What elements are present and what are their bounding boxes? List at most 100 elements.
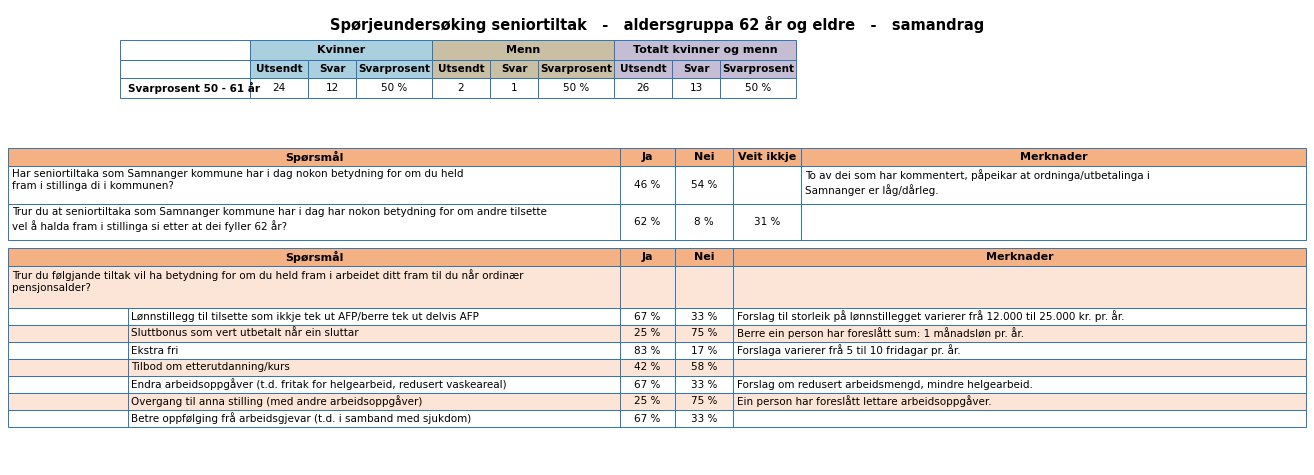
Text: Merknader: Merknader xyxy=(1020,152,1087,162)
Text: 50 %: 50 % xyxy=(745,83,771,93)
Text: Utsendt: Utsendt xyxy=(438,64,485,74)
Text: Utsendt: Utsendt xyxy=(620,64,666,74)
Text: Lønnstillegg til tilsette som ikkje tek ut AFP/berre tek ut delvis AFP: Lønnstillegg til tilsette som ikkje tek … xyxy=(131,312,478,322)
Bar xyxy=(8,376,1306,393)
Text: Har seniortiltaka som Samnanger kommune har i dag nokon betydning for om du held: Har seniortiltaka som Samnanger kommune … xyxy=(12,169,464,191)
Bar xyxy=(720,78,796,98)
Text: Spørsmål: Spørsmål xyxy=(285,151,343,163)
Text: 24: 24 xyxy=(272,83,285,93)
Text: 46 %: 46 % xyxy=(635,180,661,190)
Text: 17 %: 17 % xyxy=(691,345,717,355)
Bar xyxy=(8,393,1306,410)
Text: Trur du følgjande tiltak vil ha betydning for om du held fram i arbeidet ditt fr: Trur du følgjande tiltak vil ha betydnin… xyxy=(12,269,523,293)
Bar xyxy=(614,78,671,98)
Text: Ein person har foreslått lettare arbeidsoppgåver.: Ein person har foreslått lettare arbeids… xyxy=(737,396,992,408)
Text: Endra arbeidsoppgåver (t.d. fritak for helgearbeid, redusert vaskeareal): Endra arbeidsoppgåver (t.d. fritak for h… xyxy=(131,379,507,390)
Text: Ja: Ja xyxy=(641,252,653,262)
Text: 26: 26 xyxy=(636,83,649,93)
Bar xyxy=(356,60,432,78)
Text: Ekstra fri: Ekstra fri xyxy=(131,345,179,355)
Text: 50 %: 50 % xyxy=(562,83,589,93)
Text: 33 %: 33 % xyxy=(691,380,717,390)
Bar xyxy=(432,60,490,78)
Bar xyxy=(120,60,250,78)
Bar xyxy=(8,266,1306,308)
Text: Forslag om redusert arbeidsmengd, mindre helgearbeid.: Forslag om redusert arbeidsmengd, mindre… xyxy=(737,380,1033,390)
Text: Betre oppfølging frå arbeidsgjevar (t.d. i samband med sjukdom): Betre oppfølging frå arbeidsgjevar (t.d.… xyxy=(131,413,472,425)
Text: 75 %: 75 % xyxy=(691,329,717,339)
Bar xyxy=(8,204,1306,240)
Bar xyxy=(250,78,307,98)
Bar xyxy=(8,410,1306,427)
Text: 67 %: 67 % xyxy=(635,312,661,322)
Text: Merknader: Merknader xyxy=(986,252,1054,262)
Bar xyxy=(250,40,432,60)
Text: 25 %: 25 % xyxy=(635,329,661,339)
Text: 33 %: 33 % xyxy=(691,312,717,322)
Text: Svarprosent: Svarprosent xyxy=(357,64,430,74)
Bar xyxy=(490,78,537,98)
Text: 12: 12 xyxy=(326,83,339,93)
Bar xyxy=(432,78,490,98)
Text: 75 %: 75 % xyxy=(691,397,717,407)
Text: 1: 1 xyxy=(511,83,518,93)
Bar xyxy=(8,342,1306,359)
Bar xyxy=(8,166,1306,204)
Text: 42 %: 42 % xyxy=(635,362,661,372)
Text: 58 %: 58 % xyxy=(691,362,717,372)
Bar xyxy=(8,248,1306,266)
Bar xyxy=(120,78,250,98)
Bar xyxy=(432,40,614,60)
Text: Svarprosent: Svarprosent xyxy=(721,64,794,74)
Text: 2: 2 xyxy=(457,83,464,93)
Text: Ja: Ja xyxy=(641,152,653,162)
Text: 8 %: 8 % xyxy=(694,217,714,227)
Bar xyxy=(537,60,614,78)
Text: 67 %: 67 % xyxy=(635,380,661,390)
Text: Spørjeundersøking seniortiltak   -   aldersgruppa 62 år og eldre   -   samandrag: Spørjeundersøking seniortiltak - aldersg… xyxy=(330,16,984,33)
Bar xyxy=(720,60,796,78)
Text: Svar: Svar xyxy=(501,64,527,74)
Text: Veit ikkje: Veit ikkje xyxy=(738,152,796,162)
Text: 50 %: 50 % xyxy=(381,83,407,93)
Text: 67 %: 67 % xyxy=(635,414,661,424)
Text: 33 %: 33 % xyxy=(691,414,717,424)
Text: To av dei som har kommentert, påpeikar at ordninga/utbetalinga i
Samnanger er lå: To av dei som har kommentert, påpeikar a… xyxy=(805,169,1150,196)
Bar xyxy=(250,60,307,78)
Bar xyxy=(120,40,250,60)
Bar xyxy=(614,40,796,60)
Text: 25 %: 25 % xyxy=(635,397,661,407)
Text: Utsendt: Utsendt xyxy=(256,64,302,74)
Text: Overgang til anna stilling (med andre arbeidsoppgåver): Overgang til anna stilling (med andre ar… xyxy=(131,396,422,408)
Text: 62 %: 62 % xyxy=(635,217,661,227)
Bar xyxy=(537,78,614,98)
Text: Forslaga varierer frå 5 til 10 fridagar pr. år.: Forslaga varierer frå 5 til 10 fridagar … xyxy=(737,344,961,356)
Text: Nei: Nei xyxy=(694,252,715,262)
Bar xyxy=(614,60,671,78)
Bar xyxy=(671,60,720,78)
Bar xyxy=(8,359,1306,376)
Text: 31 %: 31 % xyxy=(754,217,781,227)
Bar xyxy=(307,78,356,98)
Text: Totalt kvinner og menn: Totalt kvinner og menn xyxy=(632,45,778,55)
Text: Svar: Svar xyxy=(683,64,710,74)
Bar xyxy=(8,308,1306,325)
Text: 54 %: 54 % xyxy=(691,180,717,190)
Bar xyxy=(356,78,432,98)
Bar xyxy=(490,60,537,78)
Text: Menn: Menn xyxy=(506,45,540,55)
Bar xyxy=(8,148,1306,166)
Bar xyxy=(8,325,1306,342)
Text: Svarprosent: Svarprosent xyxy=(540,64,612,74)
Text: Trur du at seniortiltaka som Samnanger kommune har i dag har nokon betydning for: Trur du at seniortiltaka som Samnanger k… xyxy=(12,207,547,232)
Text: Nei: Nei xyxy=(694,152,715,162)
Bar xyxy=(307,60,356,78)
Text: Forslag til storleik på lønnstillegget varierer frå 12.000 til 25.000 kr. pr. år: Forslag til storleik på lønnstillegget v… xyxy=(737,311,1125,323)
Text: Svarprosent 50 - 61 år: Svarprosent 50 - 61 år xyxy=(127,82,260,94)
Text: Svar: Svar xyxy=(319,64,346,74)
Text: 13: 13 xyxy=(690,83,703,93)
Text: Spørsmål: Spørsmål xyxy=(285,251,343,263)
Bar xyxy=(671,78,720,98)
Text: Sluttbonus som vert utbetalt når ein sluttar: Sluttbonus som vert utbetalt når ein slu… xyxy=(131,329,359,339)
Text: 83 %: 83 % xyxy=(635,345,661,355)
